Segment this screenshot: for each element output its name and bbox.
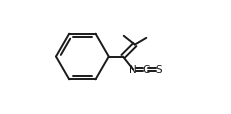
Text: S: S	[155, 65, 162, 75]
Text: N: N	[129, 65, 137, 75]
Text: C: C	[142, 65, 150, 75]
